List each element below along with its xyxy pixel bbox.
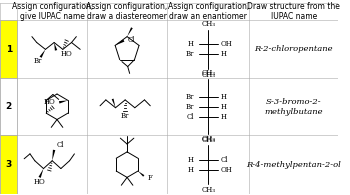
Bar bbox=[0, 135, 18, 194]
Text: F: F bbox=[148, 174, 152, 182]
Text: H: H bbox=[221, 103, 227, 111]
Text: Draw structure from the
IUPAC name: Draw structure from the IUPAC name bbox=[247, 2, 340, 21]
Text: 2: 2 bbox=[6, 102, 12, 111]
Text: Assign configuration,
draw an enantiomer: Assign configuration, draw an enantiomer bbox=[168, 2, 249, 21]
Text: CH₃: CH₃ bbox=[201, 136, 215, 144]
Text: Br: Br bbox=[186, 50, 194, 58]
Text: OH: OH bbox=[221, 41, 233, 49]
Text: H: H bbox=[188, 156, 194, 164]
Text: CH₃: CH₃ bbox=[201, 71, 215, 79]
Text: Br: Br bbox=[34, 57, 42, 65]
Polygon shape bbox=[40, 49, 46, 58]
Polygon shape bbox=[127, 27, 133, 37]
Text: H: H bbox=[188, 166, 194, 174]
Polygon shape bbox=[112, 99, 116, 108]
Text: Br: Br bbox=[186, 93, 194, 101]
Text: Cl: Cl bbox=[57, 141, 64, 149]
Text: CH₃: CH₃ bbox=[201, 69, 215, 77]
Text: H: H bbox=[188, 41, 194, 49]
Text: CH₃: CH₃ bbox=[201, 135, 215, 143]
Text: H: H bbox=[221, 93, 227, 101]
Text: R-4-methylpentan-2-ol: R-4-methylpentan-2-ol bbox=[246, 161, 341, 169]
Bar bbox=[0, 78, 18, 135]
Polygon shape bbox=[54, 43, 57, 51]
Text: Cl: Cl bbox=[128, 35, 135, 43]
Text: OH: OH bbox=[221, 166, 233, 174]
Text: HO: HO bbox=[61, 50, 73, 58]
Text: 1: 1 bbox=[6, 45, 12, 54]
Text: Assign configuration,
give IUPAC name: Assign configuration, give IUPAC name bbox=[12, 2, 93, 21]
Text: S-3-bromo-2-
methylbutane: S-3-bromo-2- methylbutane bbox=[265, 98, 323, 116]
Polygon shape bbox=[115, 39, 125, 45]
Text: Br: Br bbox=[121, 112, 130, 120]
Text: 3: 3 bbox=[6, 160, 12, 169]
Text: H: H bbox=[221, 113, 227, 121]
Text: HO: HO bbox=[34, 178, 46, 186]
Polygon shape bbox=[52, 150, 55, 161]
Text: R-2-chloropentane: R-2-chloropentane bbox=[254, 45, 333, 53]
Text: Br: Br bbox=[186, 103, 194, 111]
Text: CH₃: CH₃ bbox=[201, 186, 215, 194]
Polygon shape bbox=[38, 168, 43, 178]
Text: Cl: Cl bbox=[187, 113, 194, 121]
Text: HO: HO bbox=[44, 98, 55, 106]
Text: H: H bbox=[221, 50, 227, 58]
Text: Cl: Cl bbox=[221, 156, 228, 164]
Polygon shape bbox=[138, 171, 145, 177]
Polygon shape bbox=[59, 100, 68, 104]
Bar bbox=[0, 20, 18, 78]
Text: Assign configuration,
draw a diastereomer: Assign configuration, draw a diastereome… bbox=[86, 2, 168, 21]
Text: CH₃: CH₃ bbox=[201, 20, 215, 28]
